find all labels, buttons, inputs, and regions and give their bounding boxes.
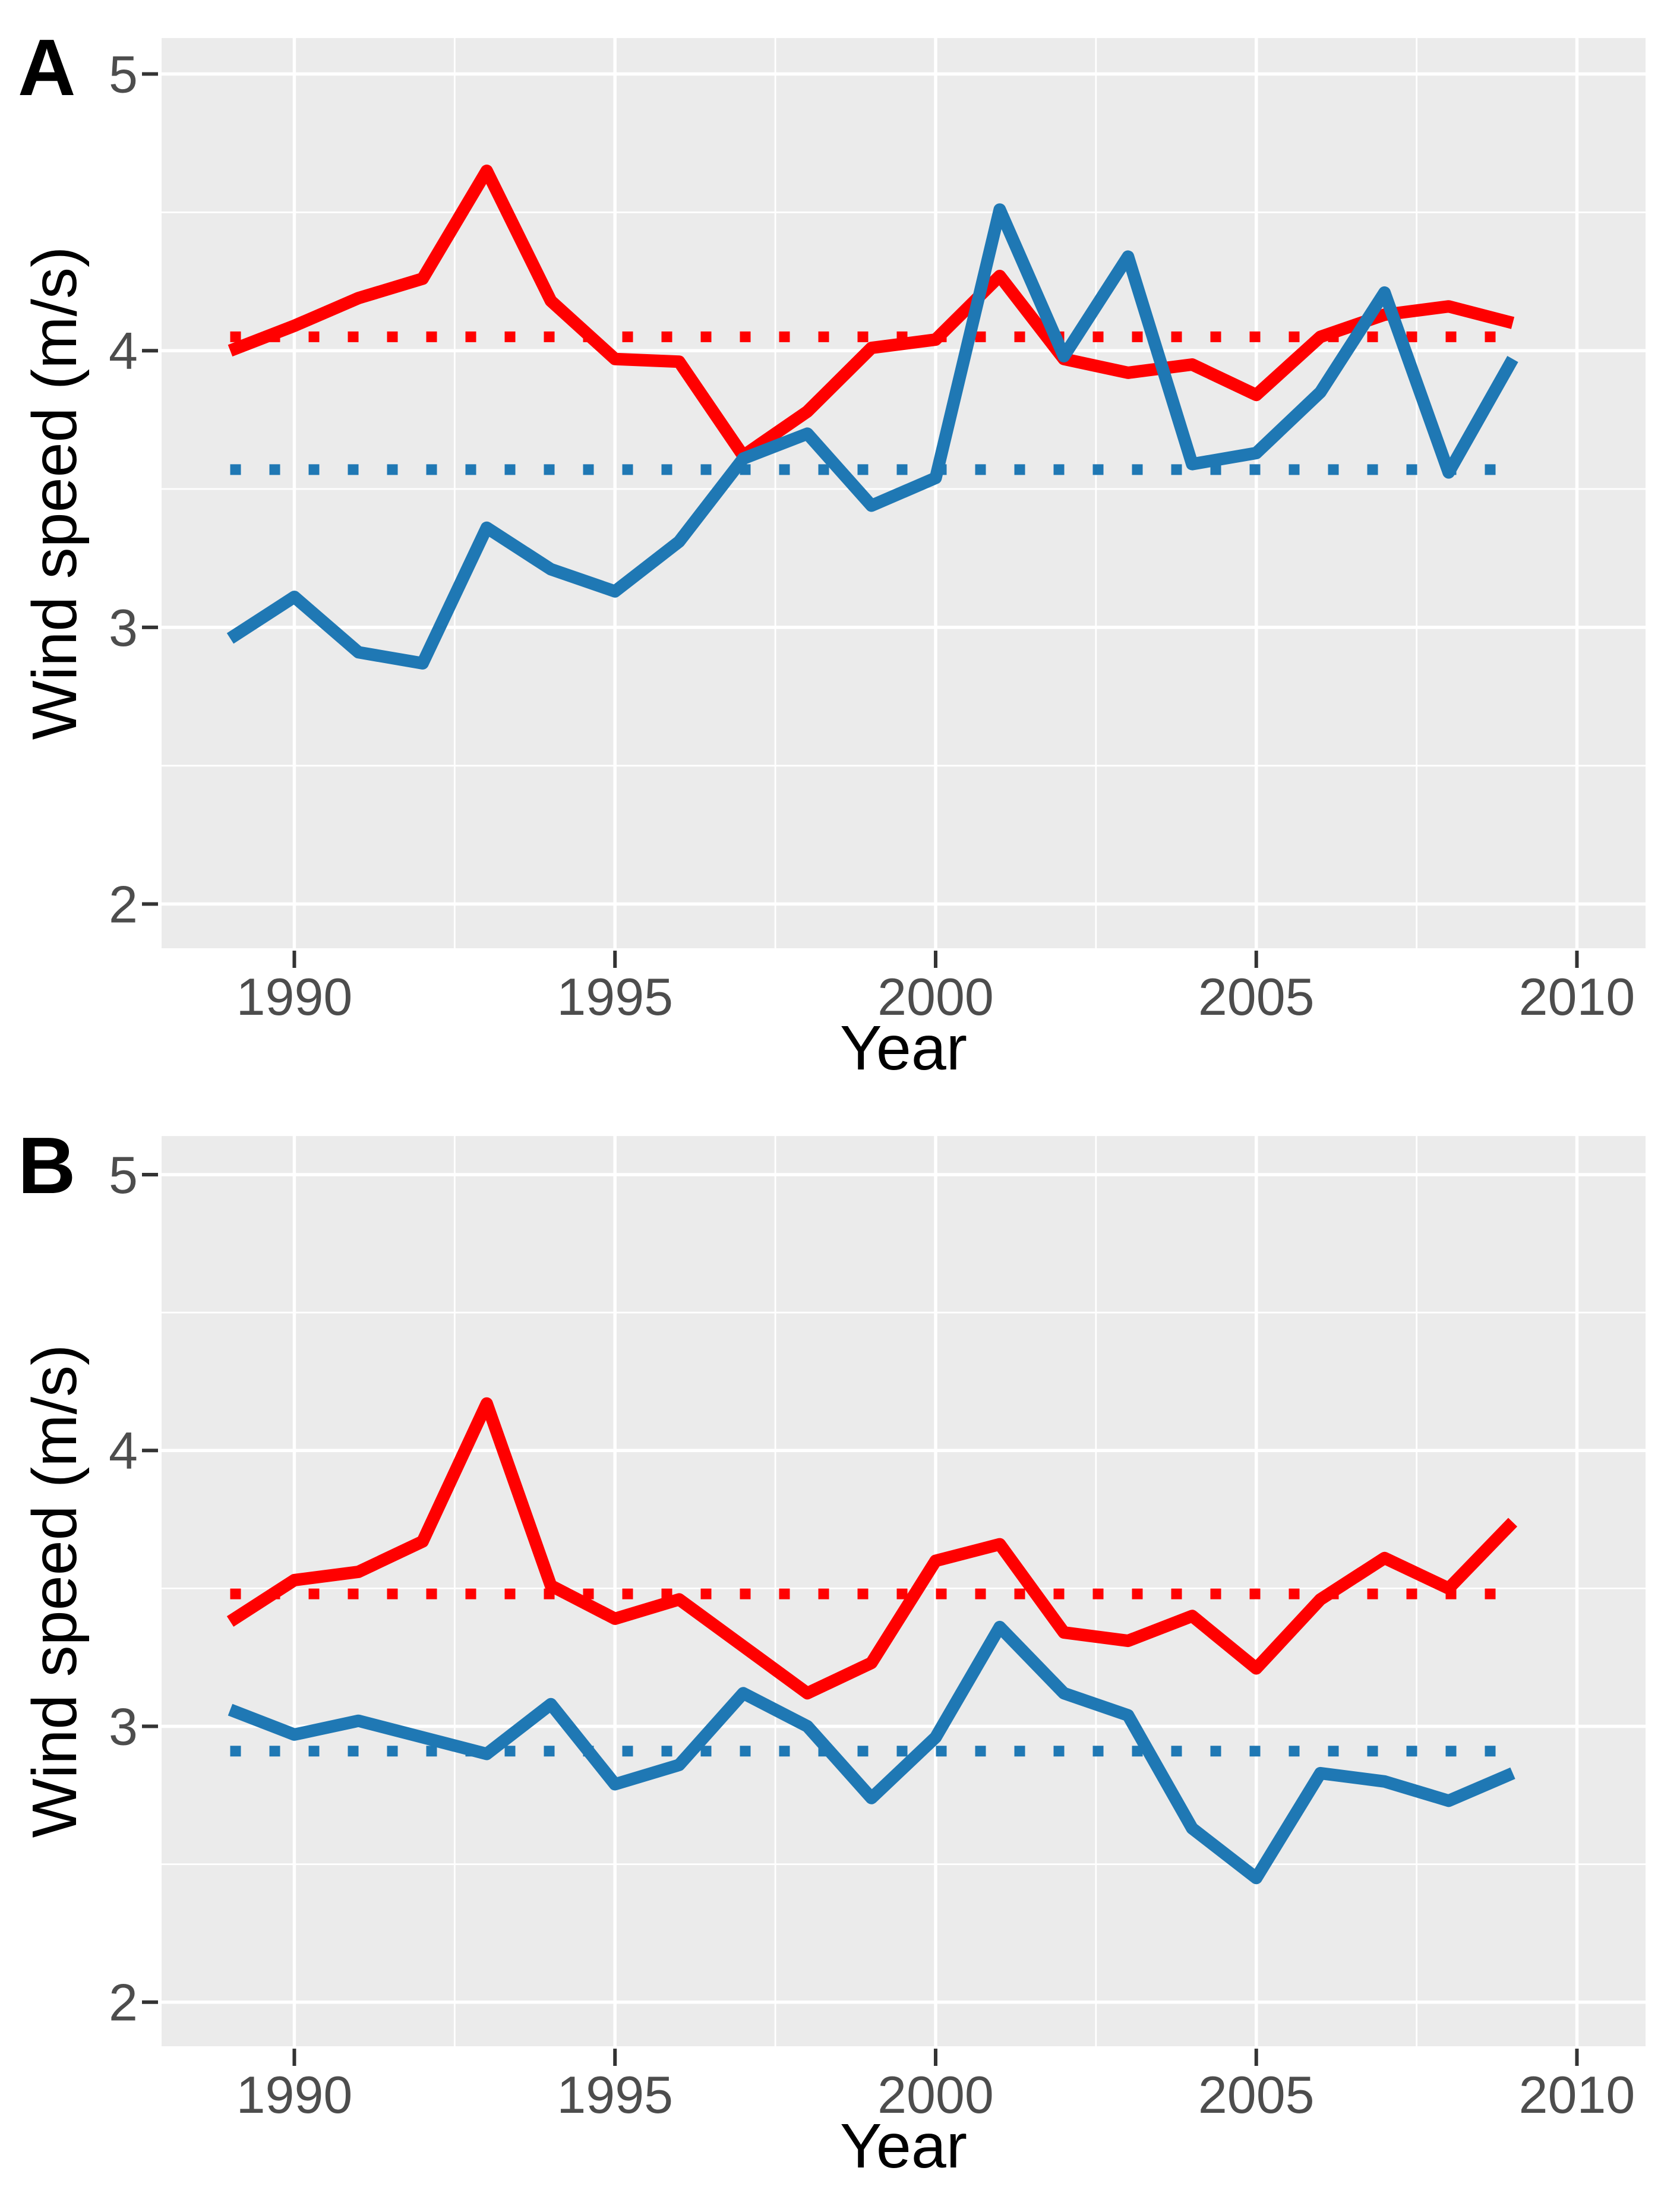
x-tick-label: 1990: [236, 2065, 353, 2124]
x-tick-label: 1990: [236, 967, 353, 1026]
red-series-line: [226, 1397, 1518, 1700]
x-axis-title: Year: [840, 1013, 967, 1083]
y-tick-label: 5: [109, 45, 138, 104]
red-series-line: [228, 165, 1515, 462]
y-tick-label: 3: [109, 1697, 138, 1756]
chart-a: 2 3 4 5 1990 1995 2000 2005 2010 A Wind speed (m…: [18, 23, 1646, 1083]
x-tick-label: 2005: [1198, 2065, 1315, 2124]
blue-series-line: [226, 203, 1518, 670]
x-tick-label: 2000: [877, 967, 994, 1026]
y-tick-label: 4: [109, 321, 138, 380]
panel-letter-b: B: [18, 1121, 76, 1210]
chart-b: 2 3 4 5 1990 1995 2000 2005 2010 B Wind speed (m…: [18, 1121, 1646, 2181]
x-axis-title: Year: [840, 2111, 967, 2181]
panel-b: 2 3 4 5 1990 1995 2000 2005 2010 B Wind speed (m…: [0, 1098, 1680, 2196]
y-tick-label: 4: [109, 1421, 138, 1480]
y-tick-label: 5: [109, 1146, 138, 1204]
y-axis-title: Wind speed (m/s): [20, 247, 90, 740]
x-tick-label: 2000: [877, 2065, 994, 2124]
y-tick-label: 3: [109, 598, 138, 657]
x-tick-label: 1995: [557, 967, 673, 1026]
panel-letter-a: A: [18, 23, 76, 112]
x-tick-label: 2010: [1519, 2065, 1635, 2124]
x-tick-label: 2005: [1198, 967, 1315, 1026]
y-tick-label: 2: [109, 875, 138, 933]
panel-a: 2 3 4 5 1990 1995 2000 2005 2010 A Wind speed (m…: [18, 23, 1646, 1083]
y-tick-label: 2: [109, 1973, 138, 2032]
x-tick-label: 1995: [557, 2065, 673, 2124]
blue-series-line: [228, 1620, 1515, 1885]
y-axis-title: Wind speed (m/s): [20, 1345, 90, 1838]
x-tick-label: 2010: [1519, 967, 1635, 1026]
